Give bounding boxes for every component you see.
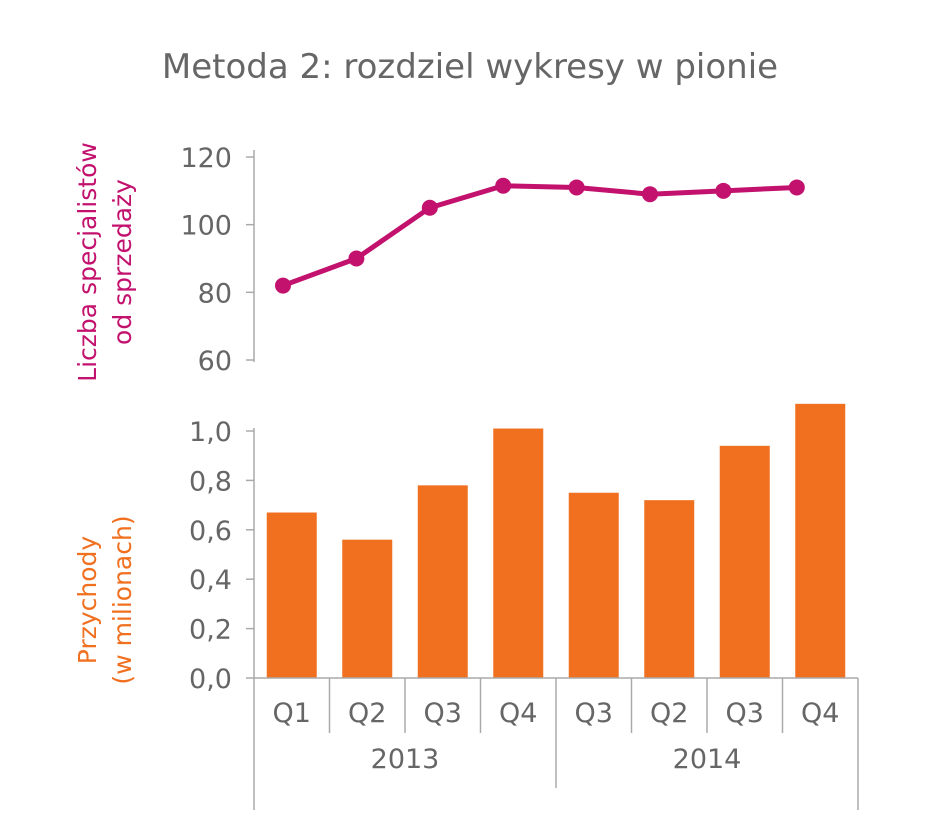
bar (644, 500, 695, 678)
bar-ylabel-1: Przychody (73, 536, 102, 665)
line-point (715, 182, 732, 199)
line-point (495, 177, 512, 194)
x-category-label: Q4 (801, 698, 839, 729)
line-point (348, 250, 365, 267)
line-point (788, 179, 805, 196)
line-ylabel-2: od sprzedaży (108, 179, 137, 345)
bar-y-tick-label: 0,2 (189, 615, 232, 646)
line-point (421, 199, 438, 216)
x-category-label: Q4 (499, 698, 537, 729)
line-y-tick-label: 100 (180, 211, 232, 242)
x-group-label: 2013 (371, 744, 440, 775)
bar (719, 445, 770, 678)
x-category-label: Q2 (348, 698, 386, 729)
bar-ylabel-2: (w milionach) (108, 515, 137, 684)
x-category-label: Q1 (273, 698, 311, 729)
line-series (282, 183, 797, 288)
line-y-tick-label: 120 (180, 143, 232, 174)
bar-y-tick-label: 0,6 (189, 516, 232, 547)
x-category-label: Q3 (424, 698, 462, 729)
x-category-label: Q2 (650, 698, 688, 729)
bar (266, 512, 317, 678)
bar (795, 403, 846, 678)
line-point (642, 186, 658, 203)
bar-y-tick-label: 1,0 (189, 417, 232, 448)
line-point (275, 277, 291, 294)
x-group-label: 2014 (673, 744, 742, 775)
line-point (568, 179, 585, 196)
bar (417, 485, 468, 678)
bar-y-tick-label: 0,8 (189, 466, 232, 497)
bar (493, 428, 544, 678)
bar-y-tick-label: 0,4 (189, 565, 232, 596)
bar (342, 539, 393, 678)
bar (568, 492, 619, 678)
x-category-label: Q3 (726, 698, 764, 729)
line-y-tick-label: 80 (198, 278, 232, 309)
line-ylabel-1: Liczba specjalistów (73, 142, 102, 382)
x-category-label: Q3 (575, 698, 613, 729)
line-y-tick-label: 60 (198, 346, 232, 377)
bar-y-tick-label: 0,0 (189, 664, 232, 695)
chart-title: Metoda 2: rozdziel wykresy w pionie (162, 47, 778, 87)
